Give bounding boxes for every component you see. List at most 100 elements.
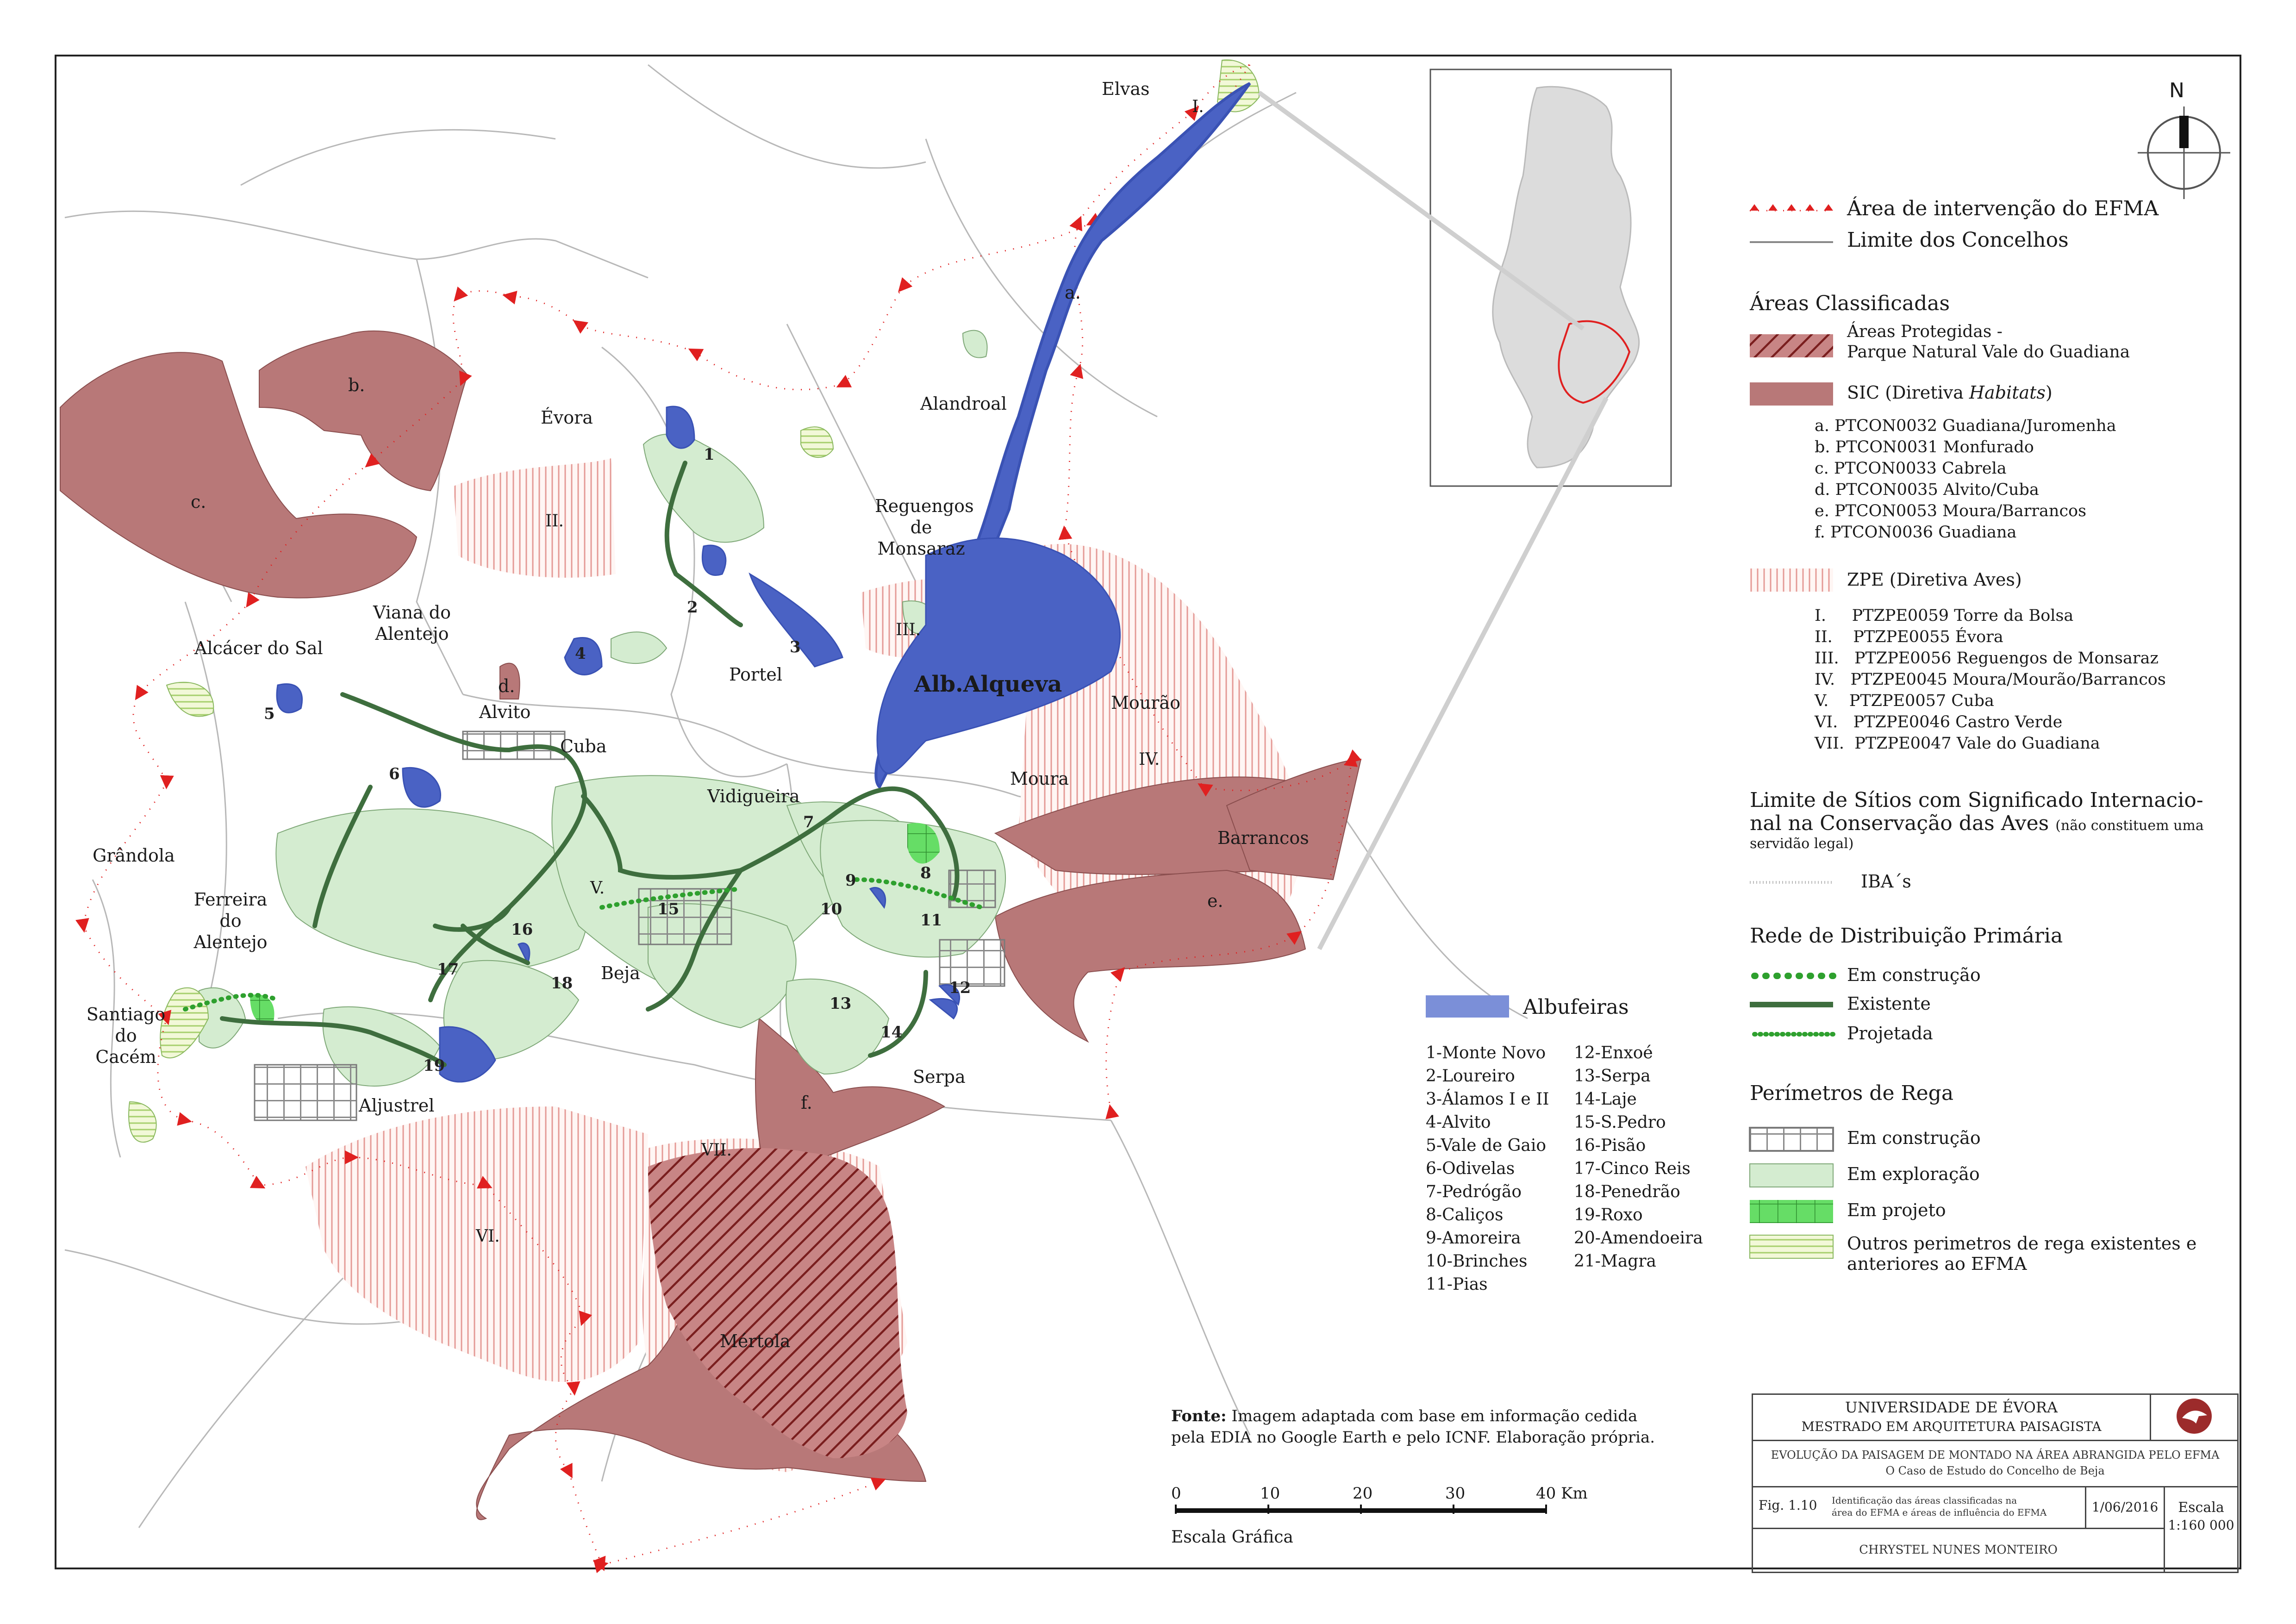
legend-zpe-item: I. PTZPE0059 Torre da Bolsa	[1815, 606, 2074, 625]
legend-sic-item: b. PTCON0031 Monfurado	[1815, 438, 2034, 456]
place-alvito: Alvito	[479, 702, 531, 722]
reservoir-number-15: 15	[657, 900, 680, 918]
zpe-numeral-4: IV.	[1139, 750, 1160, 769]
albufeira-item: 13-Serpa	[1574, 1067, 1651, 1086]
legend-sic-prefix: SIC (Diretiva	[1847, 382, 1969, 403]
legend-perimeters-title: Perímetros de Rega	[1750, 1081, 1954, 1105]
reservoir-number-9: 9	[845, 871, 856, 890]
legend-network-title: Rede de Distribuição Primária	[1750, 924, 2063, 948]
legend-perimeter-item: Em construção	[1847, 1128, 1981, 1148]
legend-iba-note: (não constituem uma	[2055, 818, 2204, 834]
scale-tick-label: 0	[1171, 1484, 1181, 1503]
scale-tick-label: 10	[1260, 1484, 1280, 1503]
north-label: N	[2169, 79, 2184, 102]
place-mourao: Mourão	[1111, 693, 1180, 713]
legend-perimeter-other-2: anteriores ao EFMA	[1847, 1254, 2027, 1274]
network-planned	[183, 877, 984, 1012]
legend-classified-title: Áreas Classificadas	[1750, 292, 1950, 315]
legend-zpe-item: VII. PTZPE0047 Vale do Guadiana	[1815, 734, 2100, 753]
place-evora: Évora	[541, 407, 593, 428]
place-ferreira: Ferreira do Alentejo	[193, 889, 268, 952]
reservoir-number-2: 2	[687, 598, 698, 617]
place-alqueva: Alb.Alqueva	[914, 671, 1062, 697]
albufeira-item: 12-Enxoé	[1574, 1043, 1653, 1062]
zpe-numeral-1: I.	[1192, 97, 1204, 116]
legend-sic-item: f. PTCON0036 Guadiana	[1815, 523, 2017, 542]
albufeira-item: 2-Loureiro	[1426, 1067, 1515, 1086]
place-barrancos: Barrancos	[1217, 828, 1309, 848]
sic-letter-c: c.	[191, 492, 206, 512]
legend-sic-suffix: )	[2045, 382, 2053, 403]
scale-cell-value: 1:160 000	[2168, 1518, 2234, 1533]
albufeira-item: 18-Penedrão	[1574, 1182, 1680, 1201]
scale-tick-label: 30	[1445, 1484, 1466, 1503]
legend-network-item: Em construção	[1847, 965, 1981, 985]
figure-desc-2: área do EFMA e áreas de influência do EF…	[1832, 1507, 2047, 1518]
scale-tick-label: 20	[1353, 1484, 1373, 1503]
albufeira-item: 17-Cinco Reis	[1574, 1159, 1691, 1178]
legend-zpe-item: IV. PTZPE0045 Moura/Mourão/Barrancos	[1815, 670, 2166, 689]
reservoir-number-17: 17	[437, 960, 459, 979]
albufeira-item: 5-Vale de Gaio	[1426, 1136, 1547, 1155]
place-aljustrel: Aljustrel	[359, 1095, 435, 1116]
zpe-numeral-3: III.	[896, 620, 921, 639]
thesis-line-1: EVOLUÇÃO DA PAISAGEM DE MONTADO NA ÁREA …	[1771, 1449, 2220, 1462]
reservoir-number-3: 3	[790, 638, 801, 656]
place-cuba: Cuba	[560, 736, 607, 756]
figure-desc-1: Identificação das áreas classificadas na	[1832, 1495, 2017, 1506]
legend-perimeter-other-1: Outros perimetros de rega existentes e	[1847, 1233, 2197, 1254]
reservoir-number-1: 1	[704, 445, 715, 464]
albufeira-item: 9-Amoreira	[1426, 1229, 1521, 1248]
figure-date: 1/06/2016	[2091, 1499, 2159, 1515]
source-label: Fonte:	[1171, 1407, 1227, 1425]
legend-protected-1: Áreas Protegidas -	[1847, 322, 2003, 341]
place-elvas: Elvas	[1102, 79, 1150, 99]
legend-perimeter-item: Em projeto	[1847, 1200, 1946, 1220]
reservoir-number-7: 7	[803, 813, 814, 831]
albufeira-item: 20-Amendoeira	[1574, 1229, 1703, 1248]
albufeiras-list-1: 1-Monte Novo 2-Loureiro 3-Álamos I e II …	[1426, 1042, 1549, 1296]
university-name: UNIVERSIDADE DE ÉVORA	[1845, 1399, 2058, 1416]
legend-network-item: Existente	[1847, 993, 1931, 1014]
inset-map	[1258, 69, 1672, 950]
scale-label: Escala Gráfica	[1171, 1528, 1293, 1547]
legend-iba-title-text: nal na Conservação das Aves	[1750, 812, 2049, 835]
place-mertola: Mértola	[720, 1331, 791, 1351]
albufeira-item: 6-Odivelas	[1426, 1159, 1515, 1178]
legend-sic-item: c. PTCON0033 Cabrela	[1815, 459, 2007, 478]
legend-iba-note-2: servidão legal)	[1750, 836, 1854, 852]
place-alandroal: Alandroal	[920, 394, 1007, 414]
legend-sic-item: a. PTCON0032 Guadiana/Juromenha	[1815, 417, 2116, 435]
legend-iba-title-1: Limite de Sítios com Significado Interna…	[1750, 788, 2203, 812]
legend-zpe-item: VI. PTZPE0046 Castro Verde	[1815, 713, 2063, 731]
albufeira-item: 15-S.Pedro	[1574, 1113, 1666, 1132]
albufeira-item: 21-Magra	[1574, 1252, 1657, 1271]
sic-letter-e: e.	[1207, 891, 1223, 911]
legend-protected-2: Parque Natural Vale do Guadiana	[1847, 343, 2130, 362]
sic-letter-d: d.	[498, 676, 515, 696]
legend-sic-item: e. PTCON0053 Moura/Barrancos	[1815, 502, 2087, 520]
place-moura: Moura	[1010, 768, 1069, 789]
date-cell: 1/06/2016	[2086, 1487, 2165, 1529]
legend-sic-item: d. PTCON0035 Alvito/Cuba	[1815, 481, 2039, 499]
place-reguengos: Reguengos de Monsaraz	[875, 496, 974, 559]
albufeiras-title: Albufeiras	[1523, 995, 1629, 1019]
reservoir-number-5: 5	[264, 705, 275, 723]
scale-tick-label: 40 Km	[1536, 1484, 1588, 1503]
legend-efma: Área de intervenção do EFMA	[1847, 197, 2159, 220]
author-name: CHRYSTEL NUNES MONTEIRO	[1859, 1543, 2058, 1557]
place-beja: Beja	[601, 963, 640, 983]
reservoir-number-10: 10	[820, 900, 842, 918]
masters-name: MESTRADO EM ARQUITETURA PAISAGISTA	[1801, 1419, 2102, 1434]
figure-cell: Fig. 1.10 Identificação das áreas classi…	[1753, 1487, 2086, 1529]
figure-number: Fig. 1.10	[1759, 1498, 1817, 1513]
zpe-numeral-7: VII.	[701, 1141, 732, 1160]
legend-zpe: ZPE (Diretiva Aves)	[1847, 569, 2022, 590]
reservoir-number-4: 4	[575, 644, 586, 663]
albufeira-item: 8-Caliços	[1426, 1206, 1504, 1224]
sic-letter-a: a.	[1065, 282, 1081, 303]
place-serpa: Serpa	[913, 1067, 966, 1087]
sic-letter-b: b.	[348, 375, 365, 395]
reservoir-number-11: 11	[920, 911, 942, 930]
